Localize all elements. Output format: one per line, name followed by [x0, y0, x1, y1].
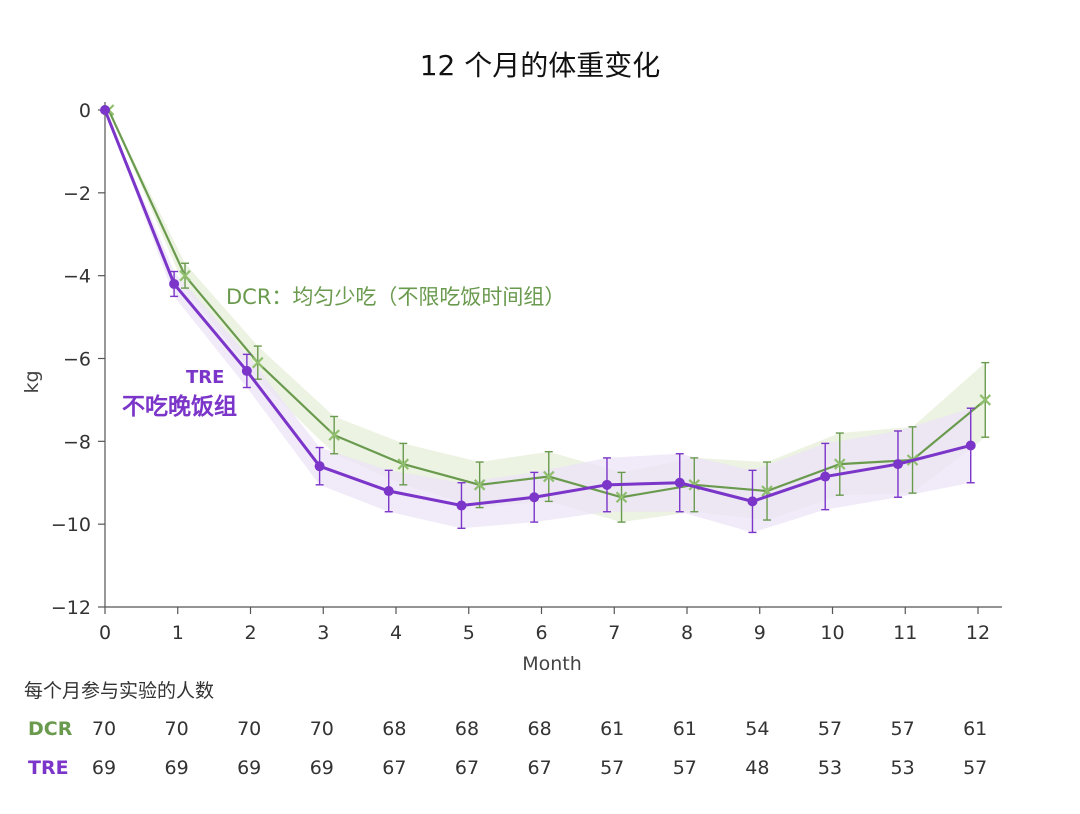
x-tick-label: 4 [390, 622, 402, 644]
data-point-tre [169, 278, 180, 289]
count-cell: 53 [890, 757, 915, 779]
x-tick-label: 7 [608, 622, 620, 644]
tre-annotation-bottom: 不吃晚饭组 [122, 393, 237, 420]
count-cell: 68 [454, 718, 480, 740]
count-cell: 61 [600, 718, 625, 740]
y-tick-label: 0 [79, 100, 91, 122]
data-point-tre [747, 496, 758, 507]
x-tick-label: 12 [966, 622, 990, 644]
data-point-tre [892, 459, 903, 470]
count-cell: 68 [527, 718, 552, 740]
counts-table-title: 每个月参与实验的人数 [24, 680, 215, 702]
counts-row-label-dcr: DCR [28, 718, 73, 740]
data-point-dcr [473, 479, 486, 491]
count-cell: 67 [454, 757, 480, 779]
count-cell: 68 [382, 718, 407, 740]
band-dcr [108, 110, 986, 523]
x-tick-label: 1 [172, 622, 184, 644]
data-point-tre [601, 479, 612, 490]
x-tick-label: 10 [820, 622, 844, 644]
count-cell: 57 [817, 718, 843, 740]
count-cell: 57 [890, 718, 915, 740]
dcr-annotation: DCR：均匀少吃（不限吃饭时间组） [226, 285, 565, 309]
data-point-tre [529, 492, 540, 503]
tre-annotation-top: TRE [186, 367, 224, 388]
count-cell: 69 [309, 757, 334, 779]
confidence-bands [105, 110, 986, 533]
data-point-dcr [615, 491, 628, 504]
count-cell: 70 [237, 718, 262, 740]
x-tick-label: 9 [754, 622, 766, 644]
data-point-dcr [328, 429, 340, 441]
data-point-tre [100, 105, 110, 115]
y-tick-label: −6 [63, 349, 91, 371]
counts-row-label-tre: TRE [28, 757, 69, 779]
data-point-dcr [251, 356, 264, 369]
x-tick-label: 3 [317, 622, 329, 644]
count-cell: 53 [817, 757, 843, 779]
count-cell: 69 [237, 757, 262, 779]
count-cell: 67 [527, 757, 552, 779]
count-cell: 48 [745, 757, 770, 779]
x-tick-label: 0 [99, 622, 111, 644]
data-point-tre [674, 477, 685, 488]
count-cell: 57 [672, 757, 697, 779]
x-tick-label: 11 [893, 622, 917, 644]
data-point-tre [241, 365, 252, 376]
y-axis-label: kg [21, 370, 43, 393]
count-cell: 61 [672, 718, 697, 740]
axes: 0−2−4−6−8−10−120 1 2 3 4 5 6 7 8 9 10 11 12 [51, 100, 1002, 644]
x-axis-label: Month [522, 653, 582, 670]
y-tick-label: −10 [51, 514, 91, 536]
data-point-dcr [397, 458, 410, 470]
count-cell: 70 [91, 718, 117, 740]
data-point-tre [314, 461, 325, 472]
data-point-dcr [542, 470, 555, 483]
count-cell: 67 [382, 757, 407, 779]
series-layer [100, 104, 992, 534]
count-cell: 57 [600, 757, 625, 779]
count-cell: 69 [91, 757, 117, 779]
data-point-dcr [179, 269, 191, 282]
count-cell: 70 [309, 718, 334, 740]
x-tick-label: 5 [463, 622, 475, 644]
y-tick-label: −2 [63, 183, 91, 205]
data-point-tre [456, 500, 467, 511]
y-tick-label: −8 [63, 431, 91, 453]
data-point-tre [965, 440, 976, 451]
y-tick-label: −12 [51, 597, 91, 619]
count-cell: 54 [745, 718, 770, 740]
count-cell: 61 [963, 718, 988, 740]
count-cell: 57 [963, 757, 988, 779]
x-tick-label: 6 [535, 622, 547, 644]
y-tick-label: −4 [63, 266, 91, 288]
series-tre [100, 105, 976, 534]
data-point-tre [820, 471, 831, 482]
chart-title: 12 个月的体重变化 [420, 49, 661, 82]
band-tre [105, 110, 971, 533]
data-point-tre [383, 486, 394, 497]
weight-change-chart: 12 个月的体重变化 0−2−4−6−8−10−120 1 2 3 4 5 6 7 8 9 10 11… [21, 49, 1002, 670]
data-point-dcr [979, 394, 992, 406]
count-cell: 70 [164, 718, 189, 740]
count-cell: 69 [164, 757, 189, 779]
data-point-dcr [833, 458, 846, 470]
x-tick-label: 2 [244, 622, 256, 644]
x-tick-label: 8 [681, 622, 693, 644]
